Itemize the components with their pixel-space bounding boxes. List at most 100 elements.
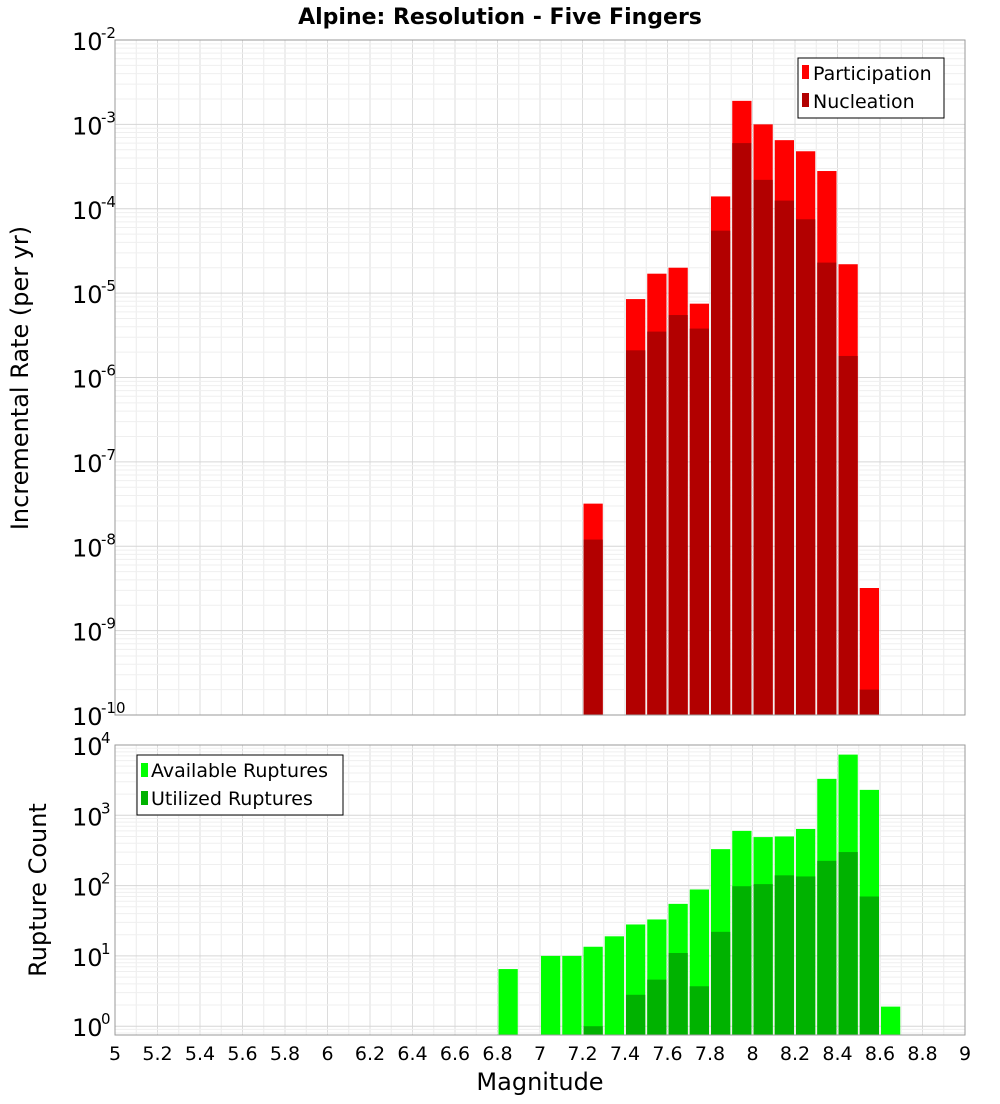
x-tick-label: 9 xyxy=(959,1043,971,1065)
rate-y-tick-label: 10 xyxy=(72,450,103,478)
x-tick-label: 6 xyxy=(321,1043,333,1065)
rupture-bar-s0 xyxy=(541,955,561,1035)
rupture-bar-s1 xyxy=(753,884,773,1035)
rupture-bar-s1 xyxy=(711,931,731,1035)
rupture-y-tick-label: 10 xyxy=(72,874,103,902)
rupture-bar-s1 xyxy=(774,875,794,1035)
rate-bar-s0 xyxy=(859,588,879,715)
x-tick-label: 6.4 xyxy=(397,1043,427,1065)
rate-y-tick-label: 10 xyxy=(72,534,103,562)
rate-bar-s1 xyxy=(668,315,688,715)
utilized-ruptures-legend-swatch xyxy=(141,791,148,805)
x-tick-label: 7.6 xyxy=(652,1043,682,1065)
rate-bar-s1 xyxy=(796,219,816,716)
rate-y-tick-exponent: -9 xyxy=(101,615,116,633)
rupture-y-tick-exponent: 1 xyxy=(101,940,111,958)
x-tick-label: 6.2 xyxy=(355,1043,385,1065)
rate-y-tick-label: 10 xyxy=(72,281,103,309)
rate-y-tick-label: 10 xyxy=(72,619,103,647)
x-tick-label: 7.2 xyxy=(567,1043,597,1065)
rupture-plot-border xyxy=(114,744,966,1036)
x-tick-label: 5.6 xyxy=(227,1043,257,1065)
rupture-y-tick-label: 10 xyxy=(72,733,103,761)
participation-legend-label: Participation xyxy=(813,63,932,85)
rupture-bar-s1 xyxy=(583,1026,603,1035)
rupture-bar-s0 xyxy=(562,955,582,1035)
rate-y-tick-exponent: -2 xyxy=(101,24,116,42)
rate-bar-s1 xyxy=(583,539,603,715)
rate-legend-box xyxy=(797,57,945,119)
rate-y-axis-label: Incremental Rate (per yr) xyxy=(6,226,34,530)
rate-gridlines xyxy=(115,40,965,715)
x-tick-label: 8.4 xyxy=(822,1043,852,1065)
rupture-bar-s1 xyxy=(647,979,667,1035)
utilized-ruptures-legend-label: Utilized Ruptures xyxy=(151,788,313,810)
rate-y-tick-exponent: -4 xyxy=(101,193,116,211)
x-tick-label: 6.8 xyxy=(482,1043,512,1065)
x-tick-label: 8.2 xyxy=(780,1043,810,1065)
nucleation-legend-label: Nucleation xyxy=(813,91,915,113)
rupture-y-tick-exponent: 2 xyxy=(101,870,111,888)
x-tick-label: 7.8 xyxy=(695,1043,725,1065)
participation-legend-swatch xyxy=(802,65,809,79)
x-tick-label: 7 xyxy=(534,1043,546,1065)
rupture-bar-s1 xyxy=(732,886,752,1035)
x-tick-label: 6.6 xyxy=(440,1043,470,1065)
rate-y-tick-label: 10 xyxy=(72,28,103,56)
x-axis-ticks: 5 5.2 5.4 5.6 5.8 6 6.2 6.4 6.6 6.8 7 7.2 7.4 7.6 7.8 8… xyxy=(109,1043,971,1065)
rupture-y-tick-label: 10 xyxy=(72,944,103,972)
x-tick-label: 8.8 xyxy=(907,1043,937,1065)
x-tick-label: 5.2 xyxy=(142,1043,172,1065)
rupture-y-tick-exponent: 0 xyxy=(101,1010,111,1028)
rate-y-tick-exponent: -10 xyxy=(101,699,126,717)
rupture-legend: Available Ruptures Utilized Ruptures xyxy=(136,754,344,816)
rupture-y-tick-exponent: 3 xyxy=(101,799,111,817)
rate-y-tick-exponent: -3 xyxy=(101,108,116,126)
rate-bars xyxy=(583,100,879,716)
rate-bar-s1 xyxy=(689,328,709,715)
rupture-bar-s1 xyxy=(817,860,837,1035)
nucleation-legend-swatch xyxy=(802,93,809,107)
rupture-bar-s1 xyxy=(859,896,879,1035)
x-axis-label: Magnitude xyxy=(476,1068,603,1096)
rupture-bar-s1 xyxy=(626,994,646,1035)
rate-plot-border xyxy=(114,39,966,716)
rupture-y-tick-label: 10 xyxy=(72,1014,103,1042)
rupture-bar-s0 xyxy=(498,969,518,1035)
rate-bar-s1 xyxy=(626,350,646,715)
rate-y-tick-exponent: -8 xyxy=(101,530,116,548)
rate-bar-s1 xyxy=(817,262,837,715)
rupture-y-axis-label: Rupture Count xyxy=(24,803,52,977)
rate-legend: Participation Nucleation xyxy=(797,57,945,119)
rate-y-tick-exponent: -5 xyxy=(101,277,116,295)
rupture-bars xyxy=(498,754,901,1035)
x-tick-label: 7.4 xyxy=(610,1043,640,1065)
rate-bar-s1 xyxy=(711,230,731,715)
rupture-bar-s1 xyxy=(668,953,688,1035)
rate-bar-s1 xyxy=(753,179,773,715)
rate-y-tick-label: 10 xyxy=(72,197,103,225)
chart-title: Alpine: Resolution - Five Fingers xyxy=(298,5,702,30)
x-tick-label: 5.8 xyxy=(270,1043,300,1065)
rupture-y-tick-exponent: 4 xyxy=(101,729,111,747)
rate-bar-s1 xyxy=(859,689,879,715)
available-ruptures-legend-label: Available Ruptures xyxy=(151,760,328,782)
rupture-bar-s0 xyxy=(604,936,624,1035)
rupture-legend-box xyxy=(136,754,344,816)
x-tick-label: 8 xyxy=(746,1043,758,1065)
rate-bar-s1 xyxy=(732,143,752,715)
rupture-bar-s0 xyxy=(881,1006,901,1035)
rupture-bar-s0 xyxy=(583,946,603,1035)
x-tick-label: 5 xyxy=(109,1043,121,1065)
rate-y-tick-label: 10 xyxy=(72,112,103,140)
rate-bar-s1 xyxy=(774,200,794,715)
x-tick-label: 5.4 xyxy=(185,1043,215,1065)
rate-y-tick-label: 10 xyxy=(72,366,103,394)
rate-y-tick-exponent: -6 xyxy=(101,362,116,380)
